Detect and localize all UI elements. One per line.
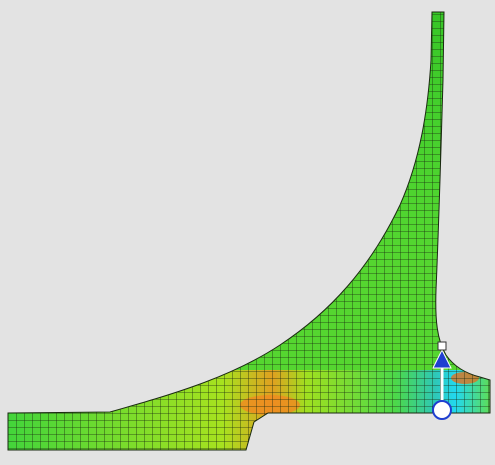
viewport xyxy=(0,0,495,465)
mesh xyxy=(0,0,495,465)
marker-anchor[interactable] xyxy=(433,401,451,419)
mesh-grid xyxy=(0,0,495,465)
page xyxy=(0,0,495,465)
marker-handle[interactable] xyxy=(438,342,446,350)
